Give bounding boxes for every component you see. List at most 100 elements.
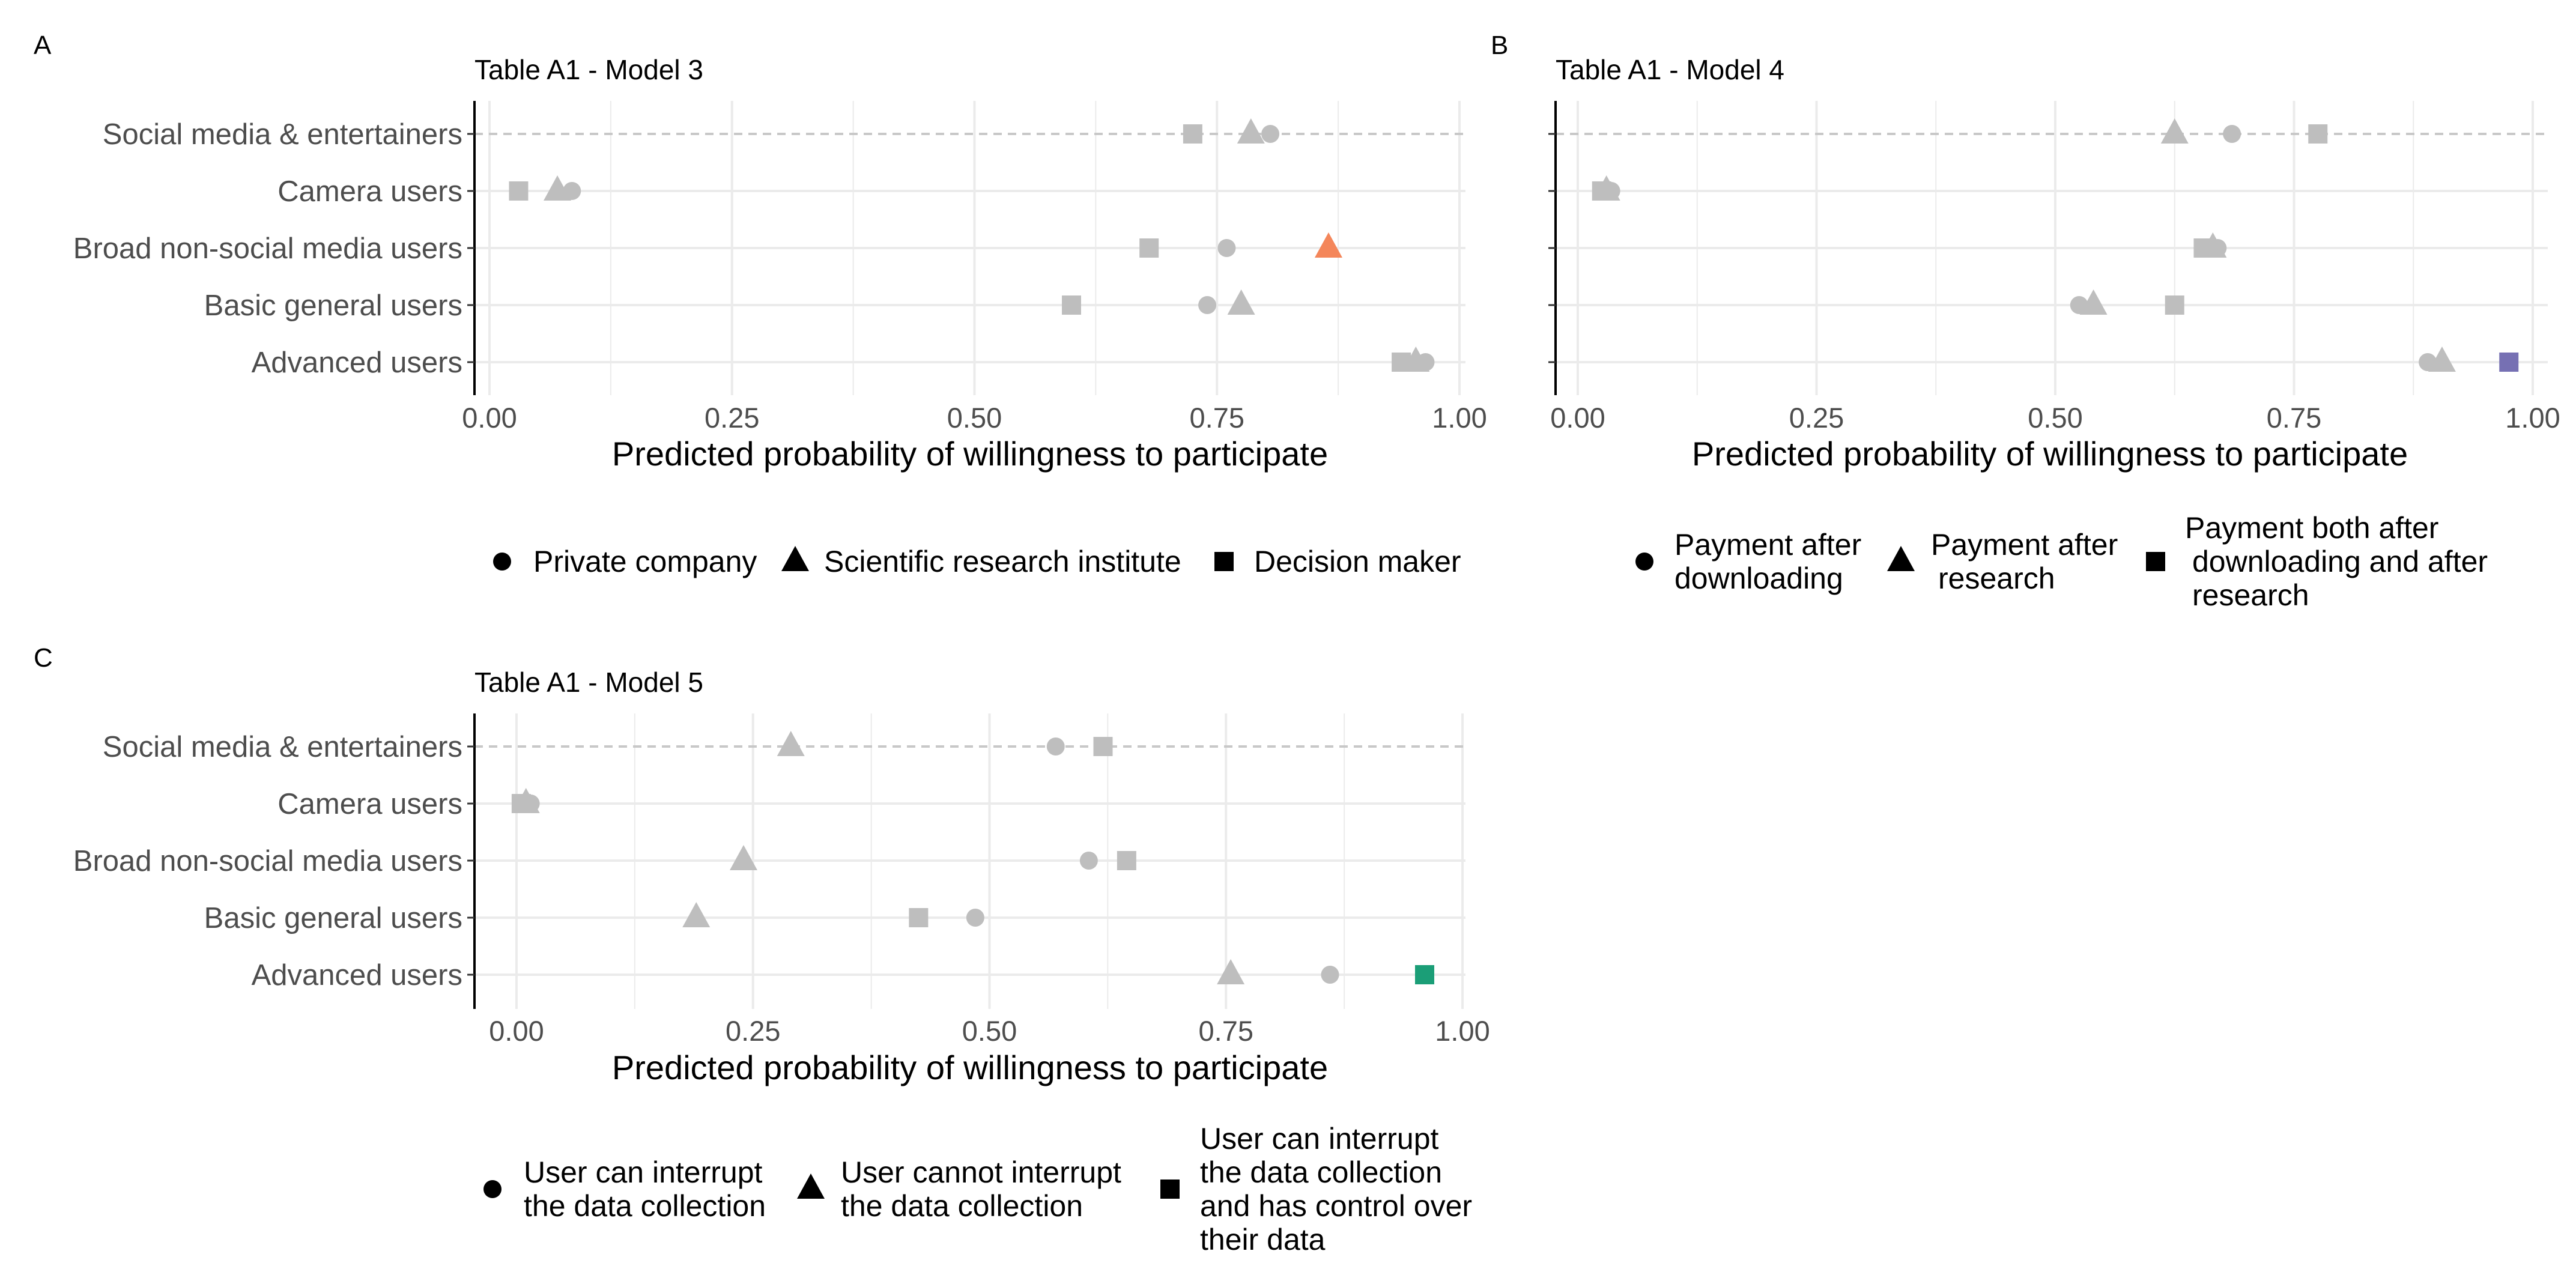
category-label-social-media-entertainers: Social media & entertainers <box>103 118 462 151</box>
legend-label: Payment both after downloading and after r… <box>2185 511 2488 612</box>
legend-label-line: the data collection <box>841 1189 1083 1223</box>
legend-label-line: User can interrupt <box>1200 1122 1438 1155</box>
x-tick-label: 0.00 <box>489 1015 544 1047</box>
legend-marker-square <box>1160 1180 1180 1199</box>
x-tick-label: 0.75 <box>2267 402 2321 434</box>
legend-label-line: their data <box>1200 1223 1326 1256</box>
data-points <box>511 730 1434 984</box>
panel-letter: B <box>1491 31 1508 60</box>
point-triangle-social-media-entertainers <box>1237 118 1265 144</box>
point-triangle-advanced-users <box>1217 958 1245 984</box>
point-square-basic-general-users <box>1062 295 1081 315</box>
legend-label: User can interrupt the data collection and… <box>1200 1122 1472 1256</box>
point-square-social-media-entertainers <box>2308 124 2328 144</box>
legend-marker-circle <box>1635 553 1653 571</box>
legend-label-line: User cannot interrupt <box>841 1155 1121 1189</box>
highlight-point-square-advanced-users <box>1415 965 1434 984</box>
panel-title: Table A1 - Model 5 <box>474 667 703 698</box>
category-label-broad-non-social-media-users: Broad non-social media users <box>73 232 462 265</box>
legend-label-line: the data collection <box>524 1189 766 1223</box>
point-square-camera-users <box>511 794 531 813</box>
point-triangle-camera-users <box>544 175 572 201</box>
legend-label-line: Payment both after <box>2185 511 2438 545</box>
legend-label-line: and has control over <box>1200 1189 1472 1223</box>
x-axis-title: Predicted probability of willingness to … <box>612 435 1328 473</box>
legend-label: Payment after downloading <box>1674 528 1861 595</box>
legend-label: Payment after research <box>1931 528 2118 595</box>
point-triangle-basic-general-users <box>1227 289 1255 315</box>
x-tick-label: 1.00 <box>1435 1015 1490 1047</box>
x-tick-label: 0.25 <box>705 402 759 434</box>
legend-label-line: Decision maker <box>1254 545 1461 578</box>
point-circle-basic-general-users <box>966 909 984 927</box>
legend-label-line: downloading <box>1674 562 1843 595</box>
point-square-camera-users <box>1592 181 1611 201</box>
panel-letter: C <box>34 643 53 673</box>
legend-label: User cannot interrupt the data collection <box>841 1155 1121 1223</box>
gridlines <box>474 101 1465 395</box>
x-tick-label: 0.75 <box>1199 1015 1253 1047</box>
point-circle-social-media-entertainers <box>1261 125 1280 143</box>
point-triangle-social-media-entertainers <box>2160 118 2189 144</box>
point-circle-advanced-users <box>1321 966 1339 984</box>
x-tick-label: 0.25 <box>1789 402 1844 434</box>
point-square-advanced-users <box>1392 353 1411 372</box>
legend-marker-square <box>1214 552 1234 571</box>
point-square-social-media-entertainers <box>1093 737 1113 756</box>
point-circle-social-media-entertainers <box>1046 737 1065 756</box>
point-square-basic-general-users <box>2165 295 2184 315</box>
legend-marker-circle <box>493 553 511 571</box>
category-label-broad-non-social-media-users: Broad non-social media users <box>73 845 462 877</box>
panel-title: Table A1 - Model 3 <box>474 54 703 85</box>
point-circle-social-media-entertainers <box>2223 125 2241 143</box>
gridlines <box>474 713 1465 1009</box>
x-tick-label: 0.00 <box>462 402 517 434</box>
legend-label: Decision maker <box>1254 545 1461 578</box>
x-tick-label: 1.00 <box>1432 402 1487 434</box>
panel-b: B Table A1 - Model 4 0.00 0.25 0.50 0.75 1.00 P… <box>1491 31 2560 612</box>
legend-marker-triangle <box>781 545 809 571</box>
panel-title: Table A1 - Model 4 <box>1556 54 1784 85</box>
legend: Private company Scientific research insti… <box>493 545 1461 578</box>
point-triangle-social-media-entertainers <box>777 730 805 756</box>
legend-label-line: Payment after <box>1674 528 1861 562</box>
x-axis-title: Predicted probability of willingness to … <box>1692 435 2408 473</box>
highlight-point-square-advanced-users <box>2499 353 2519 372</box>
data-points <box>509 118 1435 372</box>
category-label-basic-general-users: Basic general users <box>204 289 462 322</box>
x-tick-label: 0.50 <box>962 1015 1017 1047</box>
data-points <box>1592 118 2519 372</box>
point-square-social-media-entertainers <box>1183 124 1202 144</box>
legend-label-line: research <box>1938 562 2055 595</box>
x-tick-label: 0.50 <box>947 402 1002 434</box>
point-square-camera-users <box>509 181 529 201</box>
point-triangle-basic-general-users <box>2079 289 2108 315</box>
category-label-advanced-users: Advanced users <box>252 347 462 379</box>
legend-label-line: Payment after <box>1931 528 2118 562</box>
point-square-broad-non-social-media-users <box>1117 851 1136 870</box>
point-triangle-basic-general-users <box>682 901 711 927</box>
legend-label-line: Private company <box>533 545 757 578</box>
point-circle-broad-non-social-media-users <box>1217 239 1236 257</box>
category-label-camera-users: Camera users <box>277 175 462 208</box>
category-label-social-media-entertainers: Social media & entertainers <box>103 731 462 763</box>
category-label-advanced-users: Advanced users <box>252 959 462 992</box>
legend-marker-triangle <box>1887 545 1915 571</box>
legend-label: Private company <box>533 545 757 578</box>
x-axis-title: Predicted probability of willingness to … <box>612 1049 1328 1086</box>
panel-a: A Table A1 - Model 3 Social media & entert… <box>34 31 1487 578</box>
legend-marker-triangle <box>797 1173 825 1199</box>
gridlines <box>1556 101 2548 395</box>
legend-label-line: research <box>2192 578 2309 612</box>
legend-label-line: downloading and after <box>2192 545 2488 578</box>
legend-label-line: User can interrupt <box>524 1155 762 1189</box>
point-circle-basic-general-users <box>1198 296 1217 314</box>
legend-marker-square <box>2146 552 2165 571</box>
legend-label: User can interrupt the data collection <box>524 1155 766 1223</box>
x-tick-label: 0.50 <box>2028 402 2082 434</box>
category-label-basic-general-users: Basic general users <box>204 902 462 934</box>
point-circle-broad-non-social-media-users <box>1079 852 1098 870</box>
legend-label: Scientific research institute <box>824 545 1181 578</box>
legend-label-line: Scientific research institute <box>824 545 1181 578</box>
